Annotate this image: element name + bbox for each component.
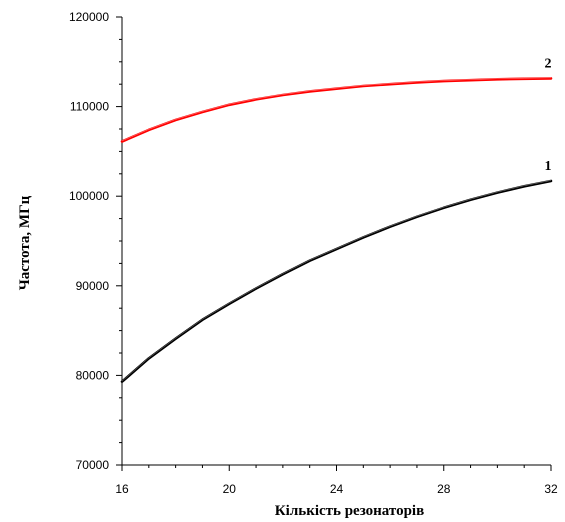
x-axis-ticks: 16 20 24 28 32 (115, 465, 558, 496)
y-axis-ticks: 70000 80000 90000 100000 110000 120000 (69, 10, 122, 472)
series-line-1 (120, 179, 553, 384)
y-tick-label: 110000 (70, 100, 109, 114)
x-tick-label: 20 (223, 482, 237, 496)
x-tick-label: 24 (330, 482, 344, 496)
series-line-2 (120, 77, 553, 143)
series-label-1: 1 (545, 159, 552, 174)
series-line-highlight-2 (121, 77, 552, 142)
y-tick-label: 90000 (76, 279, 110, 293)
x-tick-label: 16 (115, 482, 129, 496)
y-tick-label: 100000 (69, 189, 109, 203)
x-axis-title: Кількість резонаторів (275, 503, 424, 519)
series-label-2: 2 (545, 56, 552, 71)
y-tick-label: 80000 (76, 368, 110, 382)
y-axis-title: Частота, МГц (17, 195, 33, 290)
x-tick-label: 28 (437, 482, 451, 496)
series-line-highlight-1 (121, 180, 552, 382)
y-tick-label: 120000 (69, 10, 109, 24)
series-labels: 12 (545, 56, 552, 174)
x-tick-label: 32 (544, 482, 558, 496)
y-tick-label: 70000 (76, 458, 110, 472)
axes (121, 17, 551, 466)
series-layer (120, 77, 553, 384)
